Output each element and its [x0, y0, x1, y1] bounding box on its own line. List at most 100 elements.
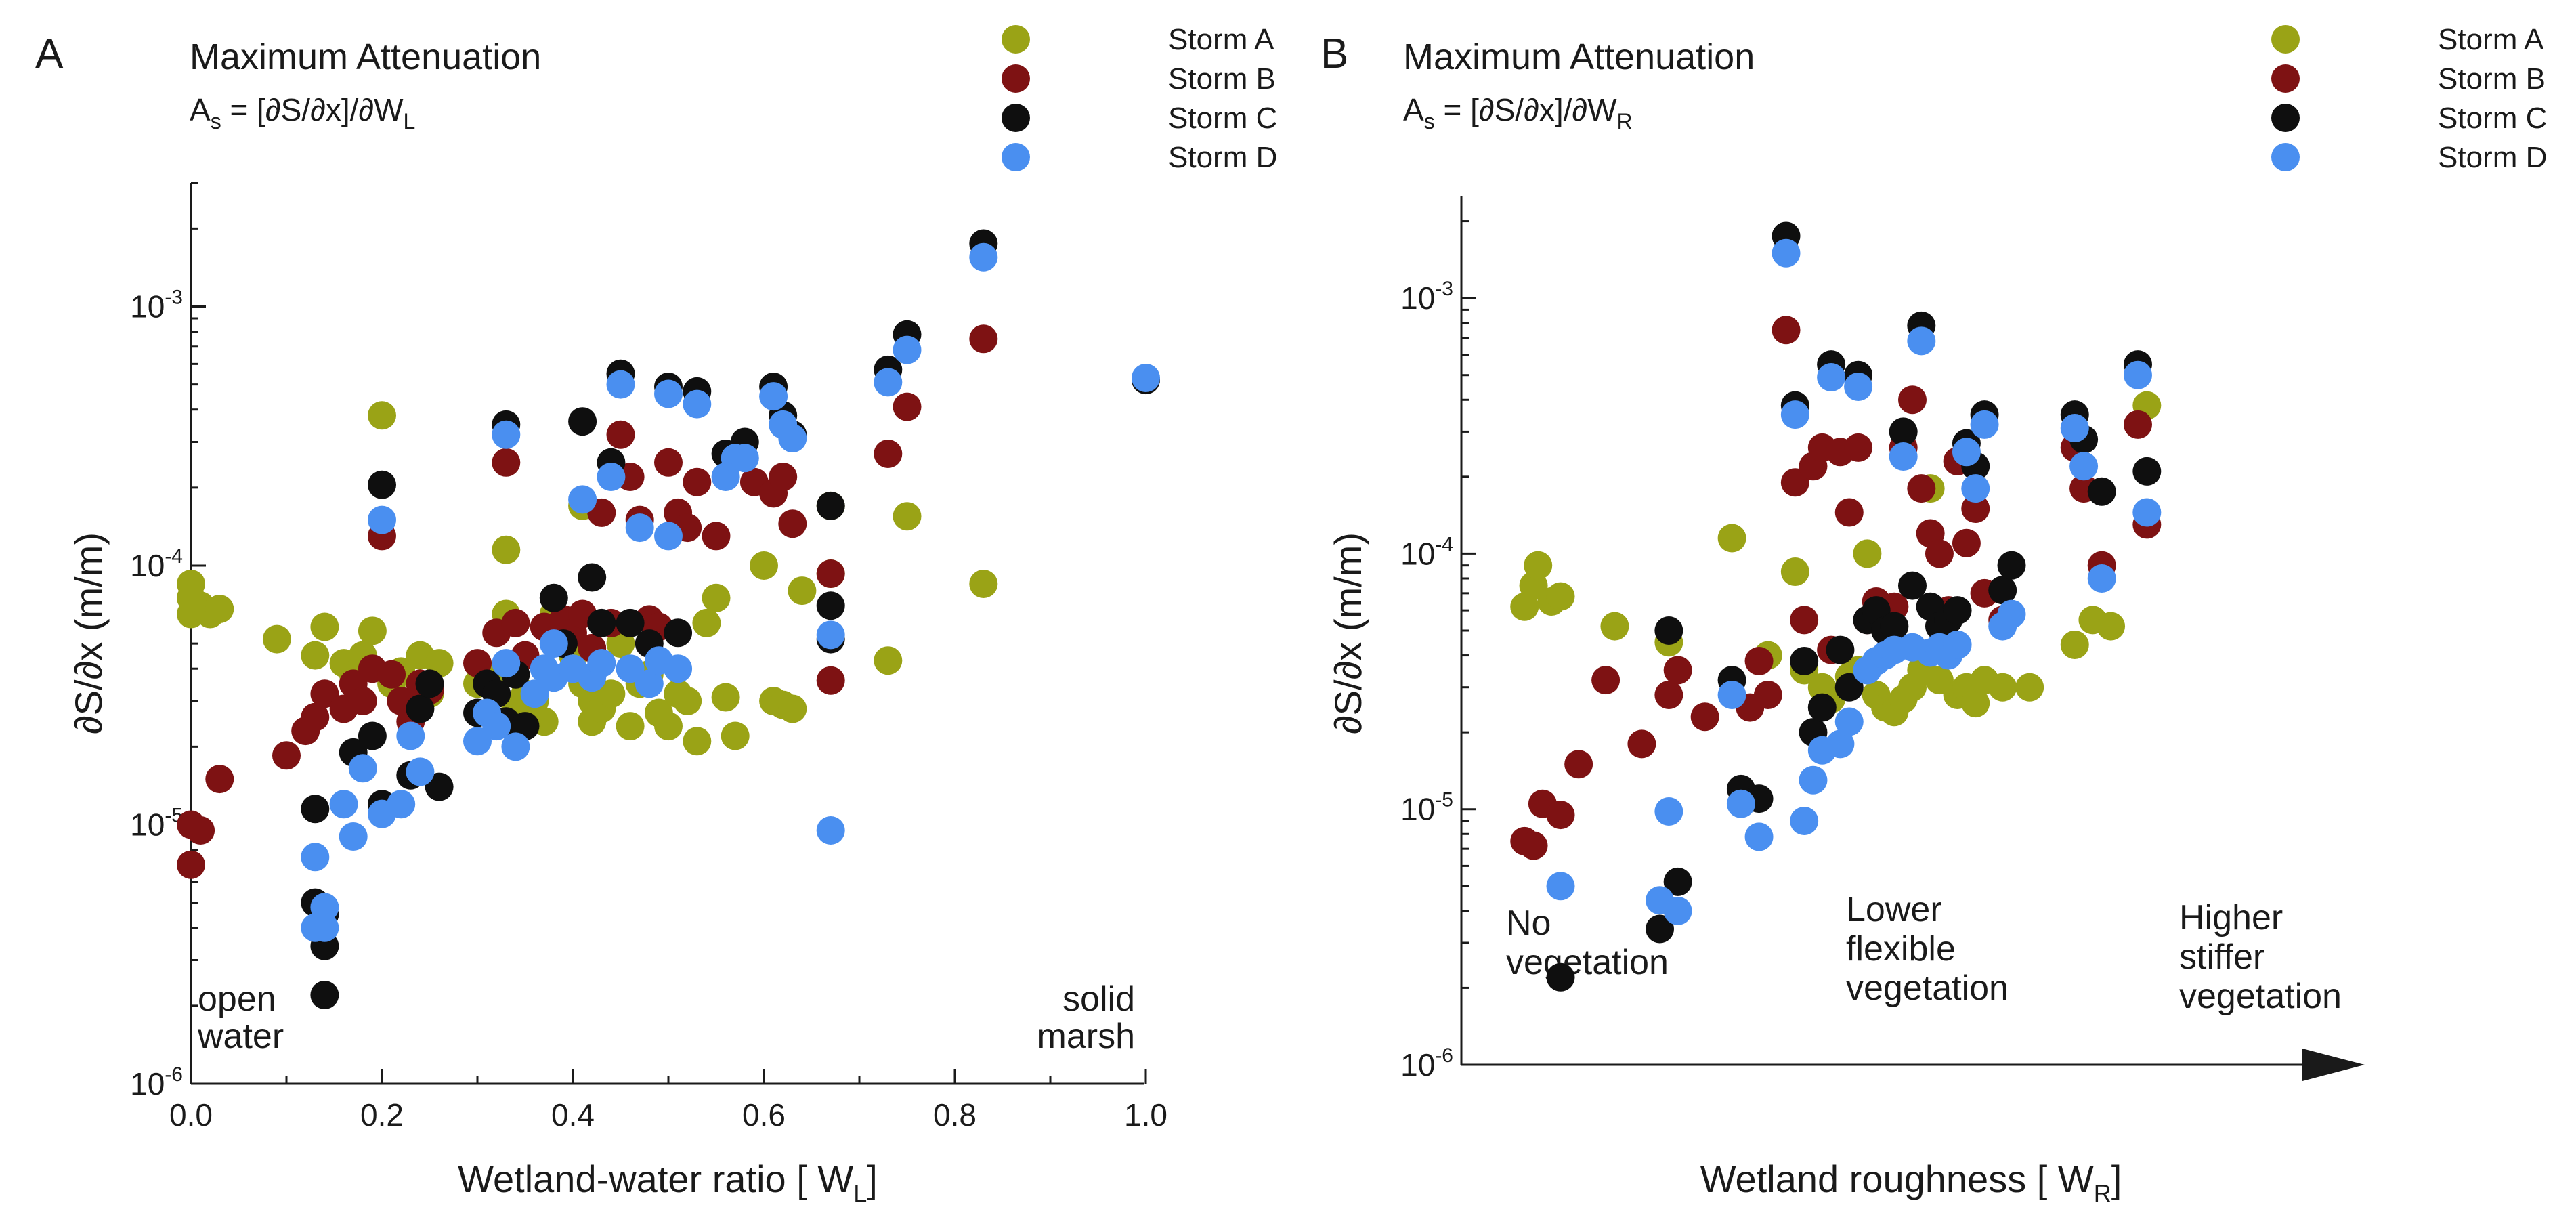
- annot-b3-l2: stiffer: [2179, 937, 2264, 977]
- data-point-storm-b: [186, 816, 215, 845]
- annot-a2-l1: solid: [1062, 979, 1135, 1019]
- data-point-storm-d: [2069, 452, 2099, 481]
- panel-a-y-axis-title: ∂S/∂x (m/m): [67, 532, 110, 734]
- data-point-storm-b: [348, 687, 377, 716]
- data-point-storm-b: [1519, 831, 1548, 860]
- panel-b-x-axis-arrowhead: [2302, 1049, 2365, 1081]
- data-point-storm-b: [501, 608, 530, 637]
- data-point-storm-d: [1654, 797, 1683, 826]
- data-point-storm-d: [463, 727, 492, 756]
- y-tick-label: 10-6: [1400, 1044, 1453, 1082]
- data-point-storm-a: [702, 583, 731, 612]
- data-point-storm-a: [683, 727, 712, 756]
- data-point-storm-d: [1799, 765, 1828, 795]
- data-point-storm-d: [310, 913, 339, 942]
- data-point-storm-a: [778, 694, 807, 723]
- data-point-storm-d: [2132, 498, 2162, 527]
- data-point-storm-d: [329, 790, 358, 819]
- data-point-storm-d: [1826, 729, 1855, 759]
- data-point-storm-b: [1591, 666, 1620, 695]
- data-point-storm-c: [358, 721, 387, 750]
- data-point-storm-c: [664, 618, 693, 648]
- data-point-storm-d: [1726, 789, 1755, 818]
- data-point-storm-c: [301, 795, 330, 824]
- data-point-storm-b: [1654, 681, 1683, 710]
- panel-b-eq-body: = [∂S/∂x]/∂W: [1435, 92, 1617, 127]
- panel-a-annotation-open-water: open water: [197, 979, 284, 1056]
- data-point-storm-b: [778, 509, 807, 538]
- data-point-storm-d: [654, 379, 683, 408]
- data-point-storm-d: [664, 654, 693, 683]
- data-point-storm-d: [568, 485, 597, 514]
- data-point-storm-c: [1889, 417, 1918, 446]
- panel-b-y-ticks: 10-6 10-5 10-4 10-3: [1400, 220, 1476, 1082]
- annot-b3-l3: vegetation: [2179, 977, 2342, 1016]
- data-point-storm-d: [482, 712, 511, 741]
- data-point-storm-b: [1834, 498, 1864, 527]
- data-point-storm-c: [1988, 576, 2017, 605]
- panel-a-eq-body-sub: L: [404, 109, 416, 133]
- panel-a-y-ticks: 10-6 10-5 10-4 10-3: [130, 182, 206, 1101]
- data-point-storm-d: [654, 522, 683, 551]
- data-point-storm-d: [778, 424, 807, 453]
- data-point-storm-d: [635, 669, 664, 698]
- panel-b-data-points: [1510, 221, 2162, 992]
- data-point-storm-a: [262, 624, 291, 654]
- y-tick-label: 10-5: [130, 804, 183, 842]
- data-point-storm-b: [1753, 681, 1782, 710]
- panel-a-annotation-solid-marsh: solid marsh: [1037, 979, 1135, 1056]
- panel-a: A Maximum Attenuation As = [∂S/∂x]/∂WL S…: [35, 23, 1277, 1207]
- panel-a-xlabel-sub: L: [853, 1179, 867, 1207]
- panel-a-eq-main-sub: s: [211, 109, 221, 133]
- data-point-storm-d: [348, 754, 377, 783]
- data-point-storm-d: [539, 629, 568, 658]
- legend-label: Storm A: [2438, 23, 2544, 56]
- data-point-storm-b: [1663, 656, 1692, 685]
- annot-b2-l3: vegetation: [1846, 969, 2009, 1008]
- data-point-storm-c: [1807, 693, 1837, 722]
- y-tick-label: 10-4: [1400, 533, 1453, 571]
- y-tick-label: 10-3: [1400, 278, 1453, 316]
- data-point-storm-d: [1970, 410, 1999, 439]
- legend-marker: [1002, 64, 1030, 93]
- data-point-storm-c: [368, 470, 396, 499]
- data-point-storm-c: [578, 563, 607, 592]
- data-point-storm-c: [1826, 635, 1855, 664]
- legend-label: Storm A: [1168, 23, 1274, 56]
- data-point-storm-d: [1889, 442, 1918, 471]
- panel-b-xlabel-sub: R: [2094, 1179, 2111, 1207]
- data-point-storm-d: [683, 389, 712, 419]
- data-point-storm-d: [816, 620, 845, 650]
- panel-b-legend: Storm A Storm B Storm C Storm D: [2271, 23, 2547, 174]
- data-point-storm-c: [415, 669, 444, 698]
- data-point-storm-d: [2060, 414, 2089, 443]
- data-point-storm-c: [539, 583, 568, 612]
- data-point-storm-a: [893, 502, 922, 531]
- panel-a-title: Maximum Attenuation: [190, 37, 541, 77]
- data-point-storm-b: [702, 522, 731, 551]
- data-point-storm-d: [874, 368, 903, 397]
- data-point-storm-b: [1907, 474, 1936, 503]
- data-point-storm-b: [301, 702, 330, 732]
- data-point-storm-a: [616, 712, 645, 741]
- y-tick-label: 10-6: [130, 1063, 183, 1101]
- panel-b-title: Maximum Attenuation: [1403, 37, 1755, 77]
- data-point-storm-b: [272, 741, 301, 770]
- data-point-storm-d: [1717, 681, 1746, 710]
- data-point-storm-d: [396, 721, 425, 750]
- data-point-storm-a: [2060, 630, 2089, 659]
- data-point-storm-b: [1952, 528, 1981, 557]
- data-point-storm-d: [1844, 372, 1873, 401]
- data-point-storm-d: [368, 505, 396, 534]
- data-point-storm-a: [205, 595, 234, 624]
- annot-a1-l2: water: [197, 1017, 284, 1056]
- panel-b-annotation-no-vegetation: No vegetation: [1506, 904, 1669, 982]
- data-point-storm-a: [1853, 539, 1882, 568]
- data-point-storm-b: [874, 440, 903, 469]
- data-point-storm-a: [597, 679, 626, 708]
- annot-b2-l1: Lower: [1846, 890, 1942, 929]
- data-point-storm-b: [1564, 750, 1593, 779]
- panel-a-data-points: [177, 229, 1160, 1010]
- legend-label: Storm C: [1168, 102, 1277, 135]
- data-point-storm-d: [969, 242, 998, 272]
